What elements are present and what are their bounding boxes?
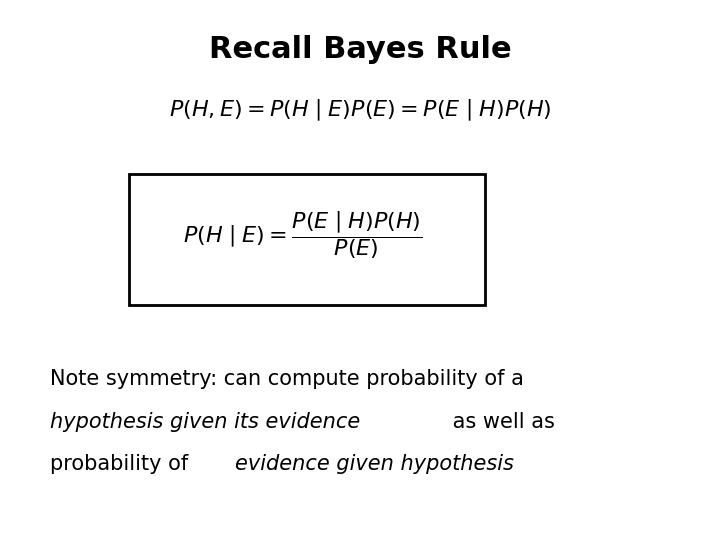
Text: probability of: probability of [50,454,195,474]
Text: $P(H \mid E) = \dfrac{P(E \mid H)P(H)}{P(E)}$: $P(H \mid E) = \dfrac{P(E \mid H)P(H)}{P… [184,210,423,261]
Text: as well as: as well as [446,411,555,431]
Text: Recall Bayes Rule: Recall Bayes Rule [209,35,511,64]
Text: Note symmetry: can compute probability of a: Note symmetry: can compute probability o… [50,369,524,389]
Text: evidence given hypothesis: evidence given hypothesis [235,454,514,474]
Text: $P(H, E) = P(H \mid E)P(E) = P(E \mid H)P(H)$: $P(H, E) = P(H \mid E)P(E) = P(E \mid H)… [168,98,552,123]
Text: hypothesis given its evidence: hypothesis given its evidence [50,411,361,431]
